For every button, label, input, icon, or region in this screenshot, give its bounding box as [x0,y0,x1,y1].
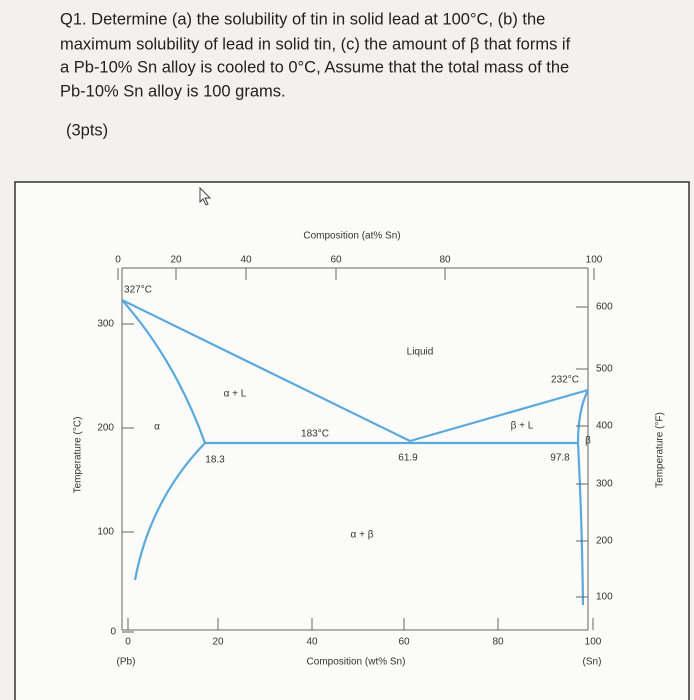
region-label: α + β [351,530,374,541]
bottom-tick-label: 20 [212,637,224,648]
question-line: maximum solubility of lead in solid tin,… [60,35,571,53]
left-axis-title: Temperature (°C) [73,417,84,494]
bottom-tick-label: 60 [398,637,410,648]
right-tick-label: 500 [596,364,613,375]
bottom-tick-label: 80 [492,637,504,648]
left-tick-label: 0 [110,627,116,638]
region-label: 18.3 [205,455,225,466]
solidus-alpha [121,299,207,444]
top-tick-label: 100 [586,255,603,266]
left-tick-label: 300 [97,319,114,330]
right-tick-label: 600 [596,302,613,313]
region-label: 97.8 [550,453,570,464]
solvus-beta [576,442,585,606]
right-tick-label: 300 [596,479,613,490]
right-tick-label: 100 [596,592,613,603]
left-tick-label: 100 [97,527,114,538]
sn-label: (Sn) [583,657,602,668]
top-tick-label: 60 [330,255,342,266]
solvus-alpha [133,442,206,581]
region-label: 327°C [124,285,152,296]
top-tick-label: 80 [439,255,451,266]
top-axis-title: Composition (at% Sn) [303,231,400,242]
question-line: a Pb-10% Sn alloy is cooled to 0°C, Assu… [60,58,569,76]
bottom-tick-label: 40 [306,637,318,648]
bottom-tick-label: 0 [125,637,131,648]
region-label: α [154,422,160,433]
left-tick-label: 200 [97,423,114,434]
region-label: 232°C [551,375,579,386]
liquidus [121,299,589,443]
question-line: Pb-10% Sn alloy is 100 grams. [60,82,286,100]
top-tick-label: 20 [170,255,182,266]
question-line: Q1. Determine (a) the solubility of tin … [60,10,545,28]
region-label: α + L [224,389,247,400]
pb-label: (Pb) [117,657,136,668]
region-label: β [585,436,591,447]
top-tick-label: 0 [115,255,121,266]
bottom-tick-label: 100 [585,637,602,648]
region-label: 183°C [301,429,329,440]
solidus-beta [576,389,589,444]
right-tick-label: 400 [596,421,613,432]
bottom-axis-title: Composition (wt% Sn) [307,657,406,668]
region-label: Liquid [407,347,434,358]
right-tick-label: 200 [596,536,613,547]
right-axis-title: Temperature (°F) [655,412,666,488]
region-label: 61.9 [398,453,418,464]
phase-diagram: Composition (at% Sn) Composition (wt% Sn… [73,231,666,668]
cursor-icon [199,186,212,206]
question: Q1. Determine (a) the solubility of tin … [60,10,571,139]
top-tick-label: 40 [240,255,252,266]
points: (3pts) [66,121,108,139]
region-label: β + L [511,421,534,432]
